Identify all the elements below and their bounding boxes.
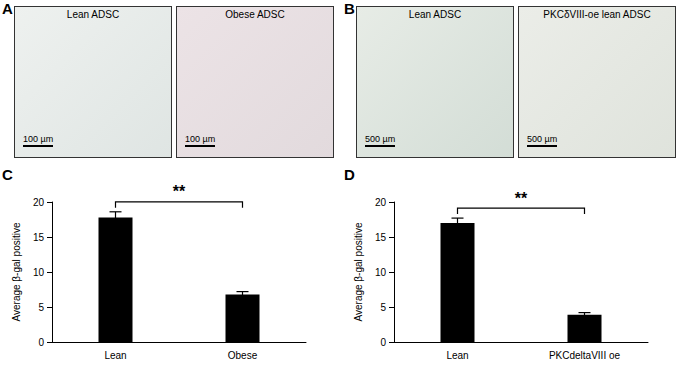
html-text:A: A (2, 0, 13, 17)
svg-text:5: 5 (38, 302, 44, 313)
html-text:100 µm: 100 µm (23, 134, 54, 144)
html-text:500 µm: 500 µm (365, 134, 396, 144)
svg-text:20: 20 (33, 197, 45, 208)
svg-text:**: ** (515, 190, 528, 207)
svg-text:15: 15 (33, 232, 45, 243)
svg-text:PKCdeltaVIII oe: PKCdeltaVIII oe (549, 350, 621, 361)
html-text:100 µm: 100 µm (185, 134, 216, 144)
html-text:Obese ADSC: Obese ADSC (225, 9, 285, 20)
svg-text:10: 10 (33, 267, 45, 278)
svg-text:Lean: Lean (104, 350, 126, 361)
svg-text:Lean: Lean (446, 350, 468, 361)
svg-text:Average β-gal positive: Average β-gal positive (11, 222, 22, 321)
html-text:Lean ADSC: Lean ADSC (408, 9, 462, 20)
svg-text:15: 15 (375, 232, 387, 243)
html-text:C: C (2, 166, 13, 183)
svg-text:0: 0 (38, 337, 44, 348)
html-text:B: B (344, 0, 355, 17)
svg-text:5: 5 (380, 302, 386, 313)
html-text:Lean ADSC: Lean ADSC (66, 9, 120, 20)
svg-text:20: 20 (375, 197, 387, 208)
svg-text:10: 10 (375, 267, 387, 278)
svg-text:Average β-gal positive: Average β-gal positive (353, 222, 364, 321)
svg-text:0: 0 (380, 337, 386, 348)
html-text:500 µm: 500 µm (527, 134, 558, 144)
svg-text:**: ** (173, 183, 186, 200)
html-text:PKCδVIII-oe lean ADSC: PKCδVIII-oe lean ADSC (543, 9, 651, 20)
svg-text:Obese: Obese (228, 350, 258, 361)
html-text:D: D (344, 166, 355, 183)
